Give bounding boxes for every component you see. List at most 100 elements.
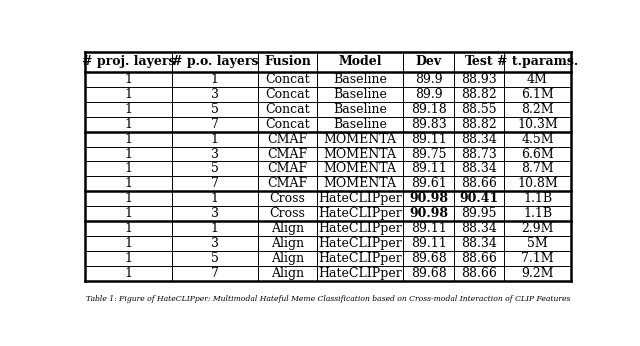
Text: 9.2M: 9.2M xyxy=(521,267,554,280)
Text: Baseline: Baseline xyxy=(333,88,387,101)
Text: 89.68: 89.68 xyxy=(411,252,447,265)
Text: 89.11: 89.11 xyxy=(411,237,447,251)
Text: Concat: Concat xyxy=(265,73,310,85)
Text: 10.8M: 10.8M xyxy=(517,177,558,190)
Text: HateCLIPper: HateCLIPper xyxy=(318,192,402,206)
Text: Cross: Cross xyxy=(269,192,305,206)
Text: Align: Align xyxy=(271,237,304,251)
Text: 5: 5 xyxy=(211,163,219,175)
Text: Align: Align xyxy=(271,222,304,235)
Text: 1: 1 xyxy=(124,147,132,161)
Text: 90.98: 90.98 xyxy=(409,207,448,220)
Text: MOMENTA: MOMENTA xyxy=(324,147,397,161)
Text: 1: 1 xyxy=(124,252,132,265)
Text: 2.9M: 2.9M xyxy=(521,222,554,235)
Text: 3: 3 xyxy=(211,147,219,161)
Text: HateCLIPper: HateCLIPper xyxy=(318,237,402,251)
Text: 89.18: 89.18 xyxy=(411,102,447,116)
Text: Concat: Concat xyxy=(265,102,310,116)
Text: Model: Model xyxy=(339,55,382,69)
Text: 3: 3 xyxy=(211,237,219,251)
Text: 8.2M: 8.2M xyxy=(521,102,554,116)
Text: # proj. layers: # proj. layers xyxy=(81,55,175,69)
Text: 1: 1 xyxy=(124,88,132,101)
Text: 1: 1 xyxy=(124,237,132,251)
Text: 89.11: 89.11 xyxy=(411,133,447,146)
Text: Align: Align xyxy=(271,267,304,280)
Text: 88.34: 88.34 xyxy=(461,133,497,146)
Text: 6.1M: 6.1M xyxy=(521,88,554,101)
Text: Baseline: Baseline xyxy=(333,118,387,130)
Text: 88.34: 88.34 xyxy=(461,237,497,251)
Text: 89.61: 89.61 xyxy=(411,177,447,190)
Text: 7.1M: 7.1M xyxy=(521,252,554,265)
Text: CMAF: CMAF xyxy=(268,177,308,190)
Text: 88.66: 88.66 xyxy=(461,177,497,190)
Text: Baseline: Baseline xyxy=(333,102,387,116)
Text: 89.83: 89.83 xyxy=(411,118,447,130)
Text: 89.9: 89.9 xyxy=(415,88,442,101)
Text: CMAF: CMAF xyxy=(268,163,308,175)
Text: 7: 7 xyxy=(211,267,219,280)
Text: 1: 1 xyxy=(211,73,219,85)
Text: 3: 3 xyxy=(211,88,219,101)
Text: 88.82: 88.82 xyxy=(461,88,497,101)
Text: 8.7M: 8.7M xyxy=(521,163,554,175)
Text: 1.1B: 1.1B xyxy=(523,192,552,206)
Text: 4.5M: 4.5M xyxy=(521,133,554,146)
Text: 89.68: 89.68 xyxy=(411,267,447,280)
Text: 89.9: 89.9 xyxy=(415,73,442,85)
Text: 1: 1 xyxy=(211,192,219,206)
Text: 1: 1 xyxy=(124,163,132,175)
Text: 89.95: 89.95 xyxy=(461,207,497,220)
Text: Concat: Concat xyxy=(265,118,310,130)
Text: 88.66: 88.66 xyxy=(461,252,497,265)
Text: 1: 1 xyxy=(124,267,132,280)
Text: 4M: 4M xyxy=(527,73,548,85)
Text: MOMENTA: MOMENTA xyxy=(324,133,397,146)
Text: 6.6M: 6.6M xyxy=(521,147,554,161)
Text: 7: 7 xyxy=(211,118,219,130)
Text: Fusion: Fusion xyxy=(264,55,311,69)
Text: 89.75: 89.75 xyxy=(411,147,446,161)
Text: HateCLIPper: HateCLIPper xyxy=(318,267,402,280)
Text: HateCLIPper: HateCLIPper xyxy=(318,222,402,235)
Text: Align: Align xyxy=(271,252,304,265)
Text: 3: 3 xyxy=(211,207,219,220)
Text: Dev: Dev xyxy=(415,55,442,69)
Text: 1: 1 xyxy=(211,222,219,235)
Text: 88.73: 88.73 xyxy=(461,147,497,161)
Text: 89.11: 89.11 xyxy=(411,222,447,235)
Text: HateCLIPper: HateCLIPper xyxy=(318,252,402,265)
Text: 5M: 5M xyxy=(527,237,548,251)
Text: Test: Test xyxy=(465,55,493,69)
Text: 88.55: 88.55 xyxy=(461,102,497,116)
Text: 1: 1 xyxy=(124,222,132,235)
Text: 88.34: 88.34 xyxy=(461,222,497,235)
Text: 90.41: 90.41 xyxy=(460,192,499,206)
Text: 5: 5 xyxy=(211,102,219,116)
Text: 1.1B: 1.1B xyxy=(523,207,552,220)
Text: 90.98: 90.98 xyxy=(409,192,448,206)
Text: 88.93: 88.93 xyxy=(461,73,497,85)
Text: CMAF: CMAF xyxy=(268,147,308,161)
Text: CMAF: CMAF xyxy=(268,133,308,146)
Text: 1: 1 xyxy=(211,133,219,146)
Text: 1: 1 xyxy=(124,102,132,116)
Text: 89.11: 89.11 xyxy=(411,163,447,175)
Text: # p.o. layers: # p.o. layers xyxy=(172,55,258,69)
Text: Cross: Cross xyxy=(269,207,305,220)
Text: Baseline: Baseline xyxy=(333,73,387,85)
Text: 1: 1 xyxy=(124,207,132,220)
Text: # t.params.: # t.params. xyxy=(497,55,578,69)
Text: 1: 1 xyxy=(124,192,132,206)
Text: 1: 1 xyxy=(124,118,132,130)
Text: 5: 5 xyxy=(211,252,219,265)
Text: HateCLIPper: HateCLIPper xyxy=(318,207,402,220)
Text: 7: 7 xyxy=(211,177,219,190)
Text: 88.34: 88.34 xyxy=(461,163,497,175)
Text: 88.82: 88.82 xyxy=(461,118,497,130)
Text: 1: 1 xyxy=(124,73,132,85)
Text: 88.66: 88.66 xyxy=(461,267,497,280)
Text: 1: 1 xyxy=(124,133,132,146)
